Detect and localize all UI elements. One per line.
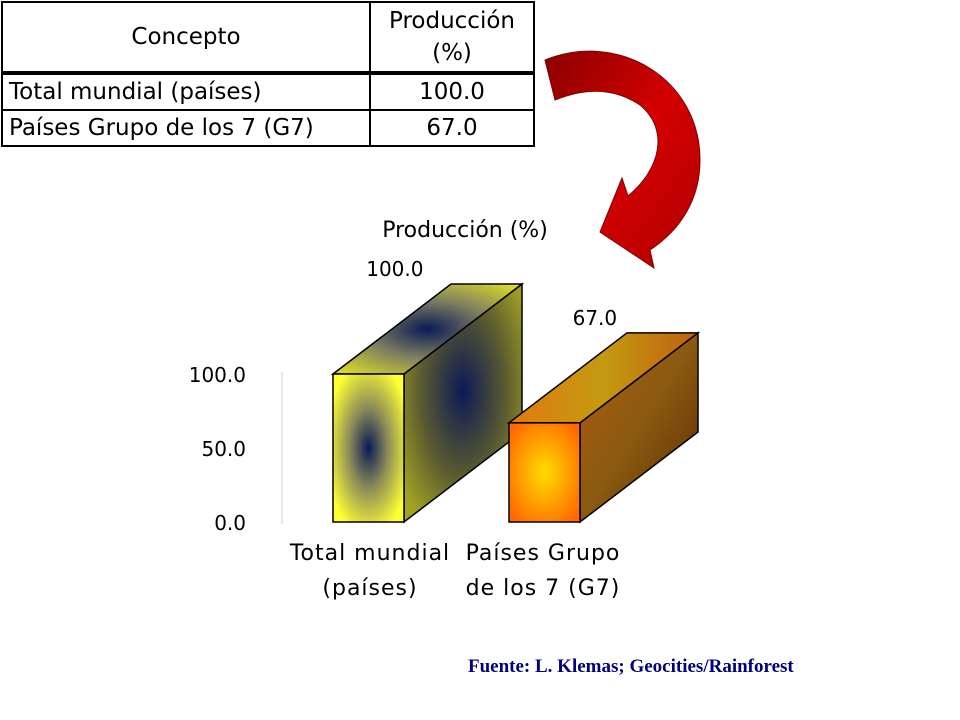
y-tick-label: 0.0 <box>214 511 246 535</box>
bars <box>330 282 701 524</box>
source-note: Fuente: L. Klemas; Geocities/Rainforest <box>468 656 794 677</box>
chart-title: Producción (%) <box>382 218 548 243</box>
header-concept: Concepto <box>1 1 371 74</box>
y-tick-label: 50.0 <box>201 437 246 461</box>
header-production: Producción (%) <box>369 1 535 74</box>
row-value: 100.0 <box>369 71 535 111</box>
table-row: Total mundial (países) 100.0 <box>1 71 535 111</box>
header-production-line1: Producción <box>389 8 515 34</box>
bar-value-label: 67.0 <box>573 306 618 330</box>
bar-value-label: 100.0 <box>366 257 423 281</box>
y-tick-label: 100.0 <box>189 363 246 387</box>
value-labels: 100.0 67.0 <box>366 257 617 330</box>
bar <box>506 331 701 524</box>
category-label: Países Grupo <box>466 541 621 566</box>
row-label: Países Grupo de los 7 (G7) <box>1 109 371 147</box>
category-labels: Total mundial (países) Países Grupo de los … <box>289 541 621 601</box>
category-label: de los 7 (G7) <box>466 576 621 601</box>
bar <box>330 282 525 524</box>
production-table: Concepto Producción (%) Total mundial (p… <box>1 1 535 147</box>
table-row: Países Grupo de los 7 (G7) 67.0 <box>1 109 535 147</box>
bar-front-face <box>508 422 581 523</box>
curved-arrow-icon <box>544 50 701 270</box>
header-production-line2: (%) <box>432 40 472 66</box>
category-label: (países) <box>322 576 417 601</box>
y-tick-labels: 0.0 50.0 100.0 <box>189 363 246 535</box>
bar-front-face <box>332 373 405 523</box>
row-label: Total mundial (países) <box>1 71 371 111</box>
row-value: 67.0 <box>369 109 535 147</box>
table-header-row: Concepto Producción (%) <box>1 1 535 74</box>
category-label: Total mundial <box>289 541 450 566</box>
